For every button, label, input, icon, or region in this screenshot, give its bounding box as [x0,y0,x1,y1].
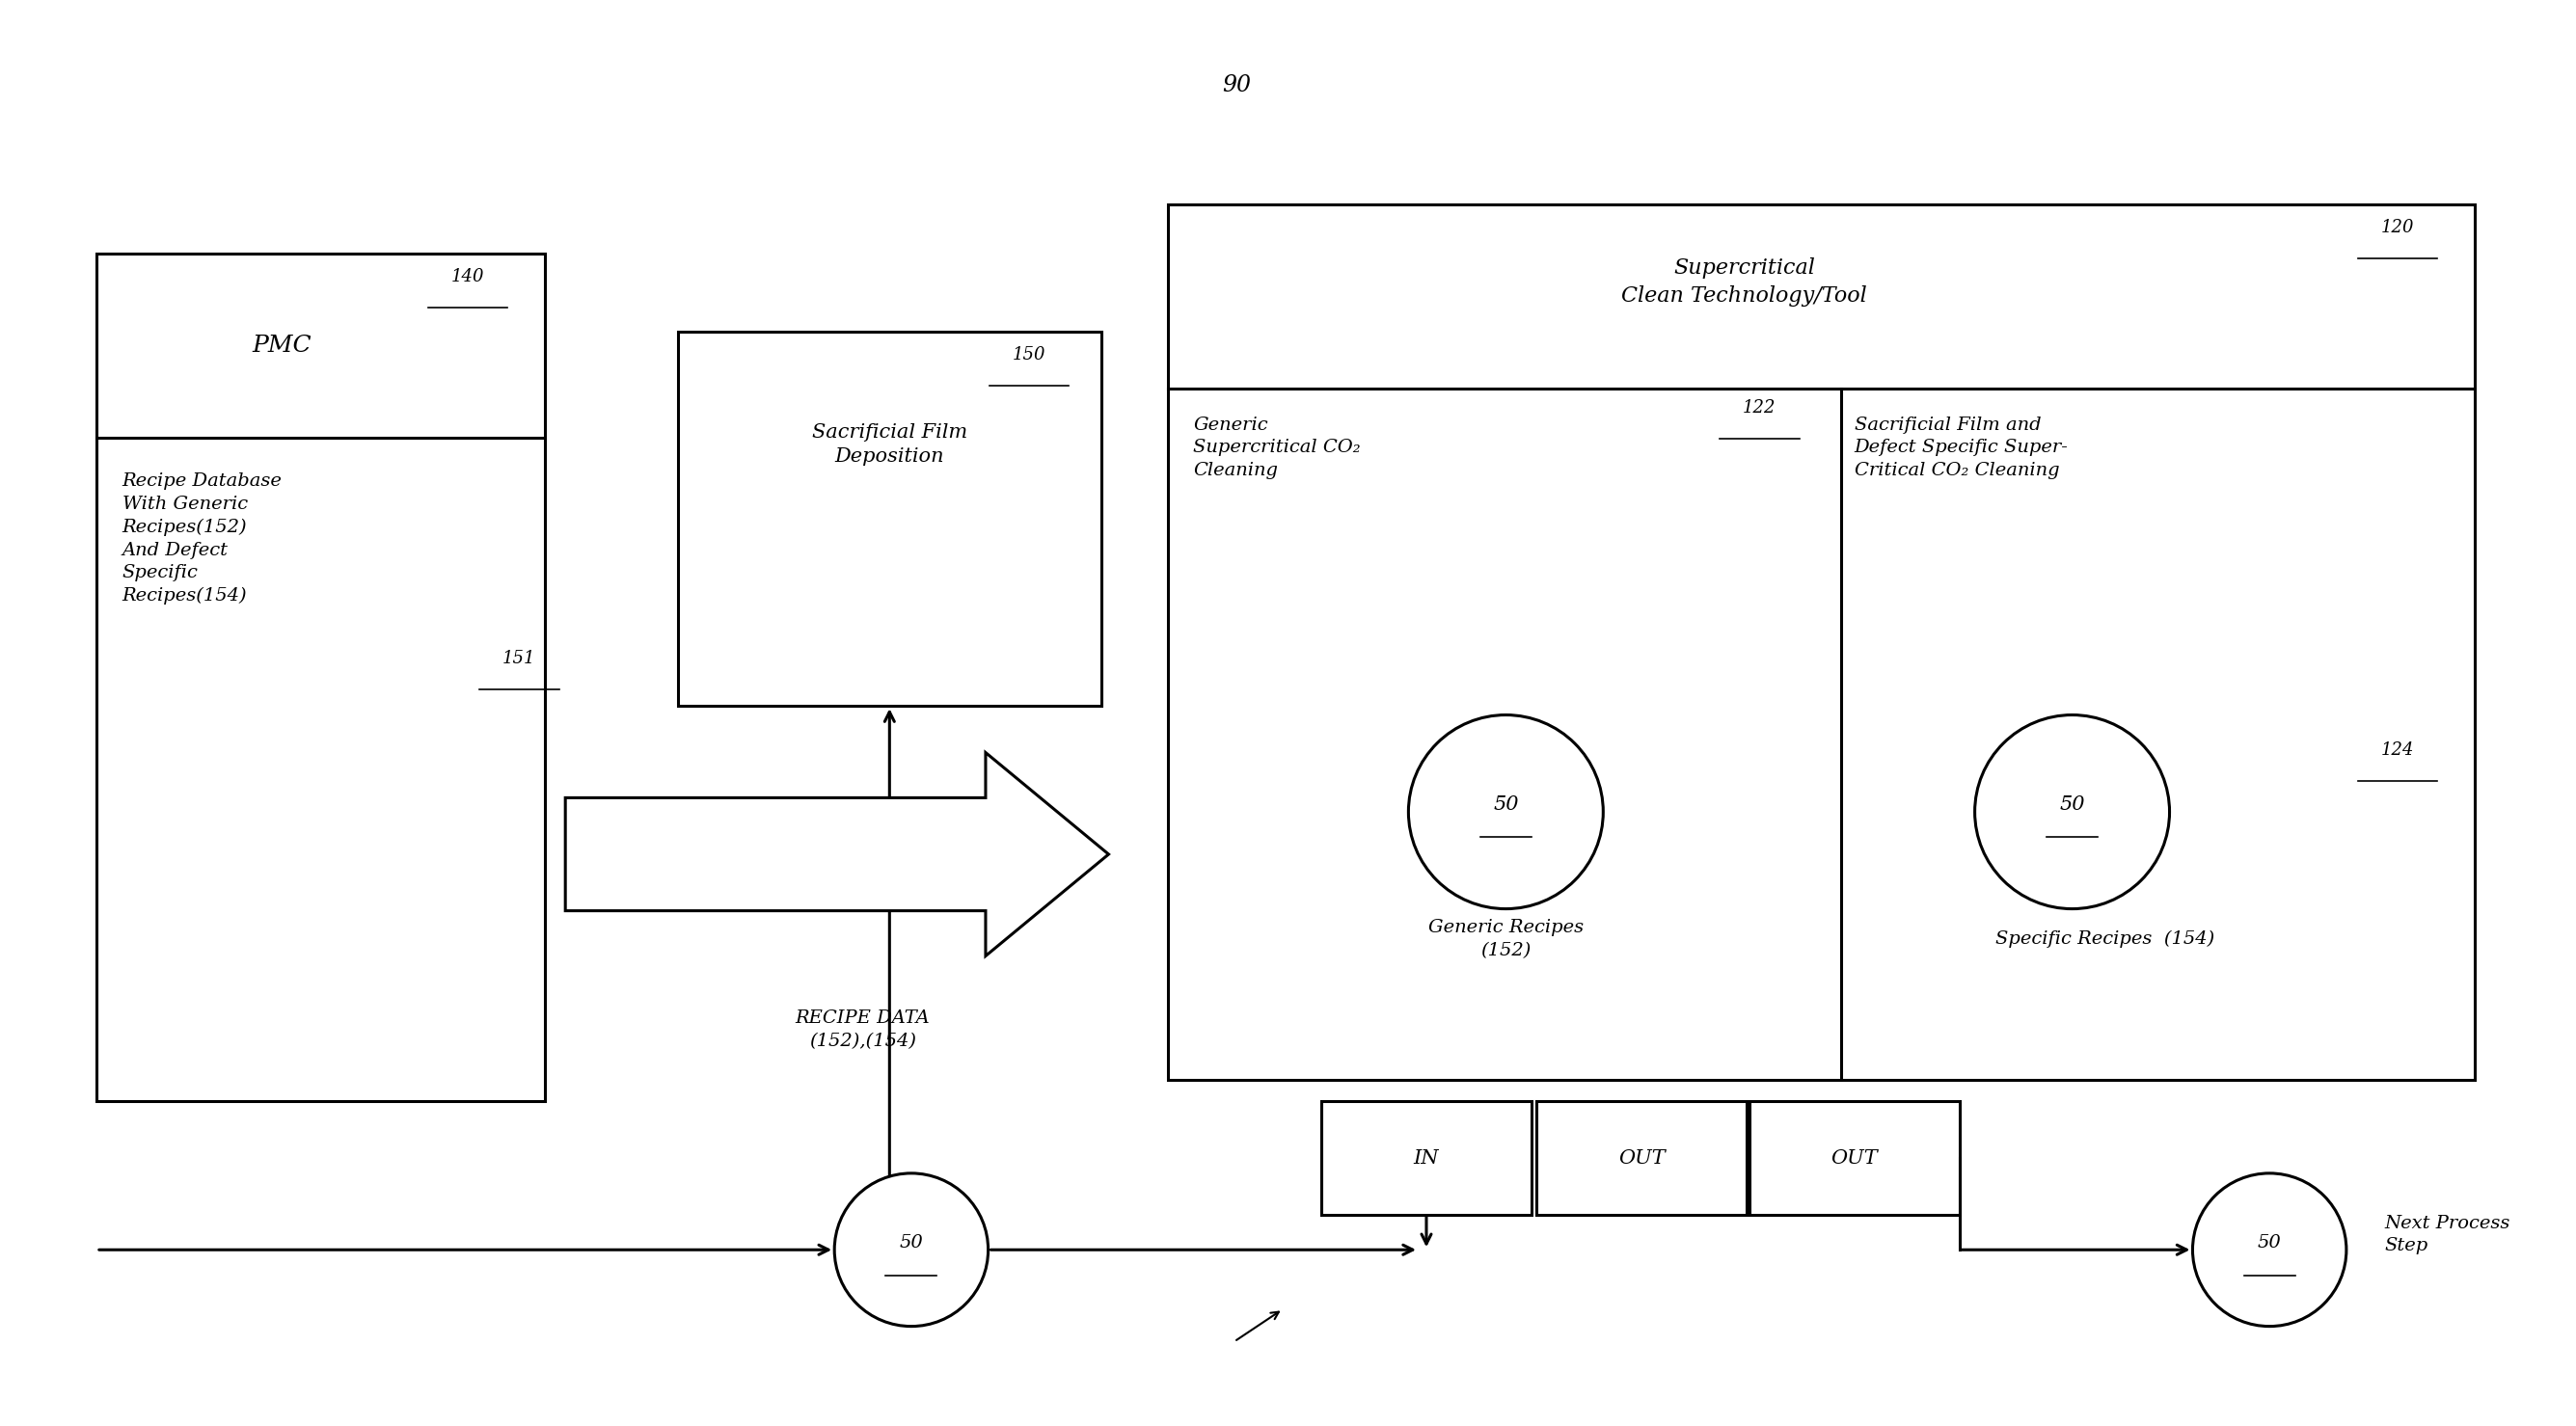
Text: 140: 140 [451,268,484,285]
Text: 50: 50 [1494,796,1520,814]
Ellipse shape [1409,714,1602,908]
Text: 120: 120 [2380,218,2414,235]
Bar [95,254,546,1101]
Text: 122: 122 [1744,399,1777,416]
Text: Next Process
Step: Next Process Step [2385,1215,2512,1255]
Text: 124: 124 [2380,742,2414,759]
Text: 50: 50 [899,1233,922,1252]
Text: Generic
Supercritical CO₂
Cleaning: Generic Supercritical CO₂ Cleaning [1193,416,1360,479]
Text: OUT: OUT [1832,1149,1878,1166]
Text: 90: 90 [1221,74,1252,97]
Text: 151: 151 [502,649,536,667]
Text: Sacrificial Film
Deposition: Sacrificial Film Deposition [811,424,966,466]
Bar [1749,1101,1960,1215]
Text: Supercritical
Clean Technology/Tool: Supercritical Clean Technology/Tool [1620,258,1868,307]
Text: IN: IN [1414,1149,1440,1166]
Ellipse shape [835,1174,989,1326]
Bar [1167,204,2476,1081]
Text: Recipe Database
With Generic
Recipes(152)
And Defect
Specific
Recipes(154): Recipe Database With Generic Recipes(152… [121,473,281,605]
Ellipse shape [1976,714,2169,908]
Text: OUT: OUT [1618,1149,1664,1166]
Text: PMC: PMC [252,335,312,356]
Ellipse shape [2192,1174,2347,1326]
Text: Generic Recipes
(152): Generic Recipes (152) [1427,918,1584,960]
Text: RECIPE DATA
(152),(154): RECIPE DATA (152),(154) [796,1010,930,1050]
Bar [677,332,1100,706]
Text: 50: 50 [2257,1233,2282,1252]
Text: Specific Recipes  (154): Specific Recipes (154) [1996,930,2215,948]
Text: Sacrificial Film and
Defect Specific Super-
Critical CO₂ Cleaning: Sacrificial Film and Defect Specific Sup… [1855,416,2069,479]
Text: 150: 150 [1012,345,1046,364]
Polygon shape [564,753,1108,955]
Bar [1535,1101,1747,1215]
Text: 50: 50 [2058,796,2084,814]
Bar [1321,1101,1533,1215]
